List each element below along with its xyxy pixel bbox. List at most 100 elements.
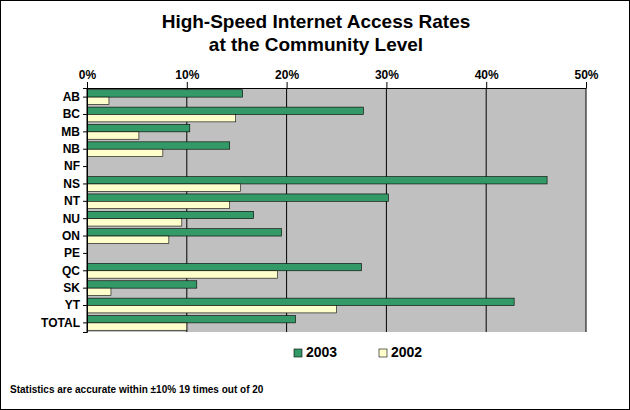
y-tick: TOTAL <box>41 316 87 330</box>
x-tick: 50% <box>574 68 598 88</box>
legend: 2003 2002 <box>294 344 422 360</box>
y-tick: BC <box>63 107 87 121</box>
y-axis-line <box>83 89 88 333</box>
y-tick-mark <box>83 253 87 254</box>
y-tick: AB <box>63 90 87 104</box>
bar <box>87 132 139 139</box>
bar <box>87 281 197 288</box>
x-tick: 10% <box>175 68 199 88</box>
y-tick-label: NF <box>64 159 80 173</box>
bar <box>87 288 111 295</box>
y-tick: SK <box>63 281 87 295</box>
x-tick: 40% <box>475 68 499 88</box>
bar <box>87 114 236 121</box>
bar <box>87 271 278 278</box>
bar <box>87 142 230 149</box>
plot-area <box>87 88 586 332</box>
bar <box>87 263 361 270</box>
bar <box>87 124 190 131</box>
bar <box>87 97 109 104</box>
y-tick: NF <box>64 159 87 173</box>
bar <box>87 219 182 226</box>
grid-line <box>286 88 287 332</box>
bar <box>87 149 163 156</box>
x-tick-mark <box>486 82 487 88</box>
x-tick-label: 20% <box>275 68 299 82</box>
x-tick-label: 0% <box>79 68 97 82</box>
x-axis-line <box>88 88 587 89</box>
y-tick: NT <box>64 194 87 208</box>
y-tick: QC <box>62 264 87 278</box>
legend-swatch <box>294 349 302 357</box>
y-tick: PE <box>64 246 87 260</box>
bar <box>87 90 243 97</box>
legend-label: 2003 <box>306 344 337 360</box>
y-tick-mark <box>83 322 87 323</box>
x-tick-mark <box>386 82 387 88</box>
y-tick-mark <box>83 236 87 237</box>
x-tick-mark <box>586 82 587 88</box>
x-tick-label: 50% <box>574 68 598 82</box>
bars <box>87 90 547 331</box>
bar <box>87 316 296 323</box>
y-tick-label: TOTAL <box>41 316 80 330</box>
bar <box>87 177 547 184</box>
y-tick: NU <box>63 212 87 226</box>
x-tick-label: 40% <box>475 68 499 82</box>
y-tick-mark <box>83 201 87 202</box>
y-tick-label: NT <box>64 194 81 208</box>
y-tick: NB <box>63 142 87 156</box>
y-tick-label: NS <box>63 177 80 191</box>
y-tick-mark <box>83 305 87 306</box>
grid-line <box>386 88 387 332</box>
bar <box>87 306 337 313</box>
x-tick: 30% <box>375 68 399 88</box>
y-tick-label: NU <box>63 212 80 226</box>
y-tick-label: YT <box>65 298 81 312</box>
y-tick-label: NB <box>63 142 81 156</box>
y-tick-label: QC <box>62 264 80 278</box>
y-tick-mark <box>83 97 87 98</box>
x-tick-mark <box>287 82 288 88</box>
legend-label: 2002 <box>391 344 422 360</box>
y-tick: MB <box>61 125 87 139</box>
y-tick-mark <box>83 183 87 184</box>
y-tick-mark <box>83 166 87 167</box>
grid <box>87 88 586 332</box>
y-tick-mark <box>83 131 87 132</box>
x-axis: 0% 10% 20% 30% 40% 50% <box>79 68 599 89</box>
grid-line <box>486 88 487 332</box>
x-tick-mark <box>87 82 88 88</box>
y-tick-label: AB <box>63 90 81 104</box>
y-axis: AB BC MB NB NF NS NT NU ON PE QC SK YT TOTAL <box>41 89 87 333</box>
y-tick-label: PE <box>64 246 80 260</box>
annotation: Statistics are accurate within ±10% 19 t… <box>10 384 264 395</box>
chart-border <box>1 1 630 410</box>
bar <box>87 201 230 208</box>
bar <box>87 323 187 330</box>
x-tick-label: 30% <box>375 68 399 82</box>
chart: High-Speed Internet Access Ratesat the C… <box>0 0 630 410</box>
y-tick-mark <box>83 270 87 271</box>
x-tick: 20% <box>275 68 299 88</box>
bar <box>87 184 241 191</box>
bar <box>87 107 363 114</box>
bar <box>87 229 282 236</box>
x-tick-label: 10% <box>175 68 199 82</box>
y-tick-label: MB <box>61 125 80 139</box>
y-tick-mark <box>83 288 87 289</box>
y-tick: YT <box>65 298 87 312</box>
bar <box>87 236 169 243</box>
y-tick-mark <box>83 114 87 115</box>
bar <box>87 298 514 305</box>
y-tick-mark <box>83 218 87 219</box>
y-tick-label: ON <box>62 229 80 243</box>
grid-line <box>586 88 587 332</box>
x-tick: 0% <box>79 68 97 88</box>
y-tick: NS <box>63 177 87 191</box>
bar <box>87 211 254 218</box>
y-tick-label: BC <box>63 107 81 121</box>
y-tick-label: SK <box>63 281 80 295</box>
legend-swatch <box>379 349 387 357</box>
bar <box>87 194 388 201</box>
